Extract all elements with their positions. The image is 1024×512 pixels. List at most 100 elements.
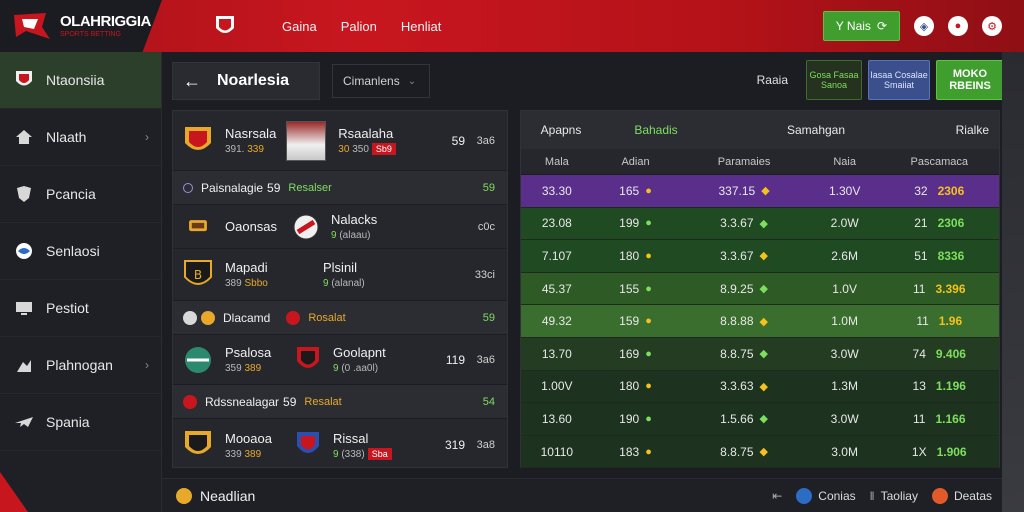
table-row[interactable]: 13.60 190 ● 1.5.66 ◆ 3.0W 11 1.166 <box>521 403 999 436</box>
table-cell[interactable]: 1X 1.906 <box>880 445 1000 459</box>
table-row[interactable]: 7.107 180 ● 3.3.67 ◆ 2.6M 51 8336 <box>521 240 999 273</box>
header-right-text[interactable]: Raaia <box>756 73 788 87</box>
table-cell[interactable]: 1.0V <box>832 281 857 296</box>
odds-value[interactable]: 3a8 <box>476 439 495 451</box>
table-cell[interactable]: 3.0W <box>830 411 859 426</box>
table-cell[interactable]: 3.3.67 ◆ <box>678 216 809 230</box>
table-cell[interactable]: 180 ● <box>593 379 679 393</box>
column-header[interactable]: Paramaies <box>717 155 771 168</box>
table-cell[interactable]: 23.08 <box>541 216 572 231</box>
column-group-header[interactable]: Samahgan <box>786 123 846 137</box>
filter-chip-1[interactable]: Gosa Fasaa Sanoa <box>806 60 862 100</box>
table-cell[interactable]: 49.32 <box>541 314 572 329</box>
settings-icon[interactable]: ⚙ <box>982 16 1002 36</box>
odds-badge[interactable]: Sba <box>367 447 392 460</box>
column-group-header[interactable]: Apapns <box>540 123 582 137</box>
table-cell[interactable]: 1.0M <box>831 314 858 329</box>
category-dropdown[interactable]: Cimanlens ⌄ <box>332 64 430 98</box>
table-cell[interactable]: 3.3.67 ◆ <box>678 249 809 263</box>
back-arrow-icon[interactable]: ← <box>183 70 201 91</box>
odds-highlight[interactable]: 9.406 <box>935 346 966 361</box>
table-cell[interactable]: 165 ● <box>593 184 679 198</box>
column-header[interactable]: Adian <box>621 155 650 168</box>
table-cell[interactable]: 337.15 ◆ <box>678 184 809 198</box>
column-header[interactable]: Mala <box>544 155 569 168</box>
sidebar-item-nlaath[interactable]: Nlaath › <box>0 109 161 166</box>
table-cell[interactable]: 8.8.88 ◆ <box>678 314 809 328</box>
table-row[interactable]: 49.32 159 ● 8.8.88 ◆ 1.0M 11 1.96 <box>521 305 999 338</box>
table-cell[interactable]: 51 8336 <box>880 249 1000 263</box>
more-bets-button[interactable]: MOKO RBEINS <box>936 60 1004 100</box>
odds-highlight[interactable]: 1.166 <box>935 411 966 426</box>
table-cell[interactable]: 190 ● <box>593 412 679 426</box>
table-cell[interactable]: 45.37 <box>541 281 572 296</box>
table-cell[interactable]: 1.30V <box>828 183 861 198</box>
odds-badge[interactable]: Sb9 <box>371 143 396 155</box>
table-cell[interactable]: 2.0W <box>830 216 859 231</box>
sidebar-item-plahnogan[interactable]: Plahnogan › <box>0 337 161 394</box>
odds-highlight[interactable]: 3.396 <box>935 281 966 296</box>
table-cell[interactable]: 180 ● <box>593 249 679 263</box>
table-cell[interactable]: 8.9.25 ◆ <box>678 282 809 296</box>
notification-icon[interactable]: ● <box>948 16 968 36</box>
table-cell[interactable]: 7.107 <box>541 248 572 263</box>
odds-highlight[interactable]: 1.196 <box>935 379 966 394</box>
table-cell[interactable]: 74 9.406 <box>880 347 1000 361</box>
table-cell[interactable]: 32 2306 <box>880 184 1000 198</box>
odds-value[interactable]: 3a6 <box>476 353 495 366</box>
top-nav-item[interactable]: Palion <box>340 18 377 34</box>
table-cell[interactable]: 13 1.196 <box>880 379 1000 393</box>
shield-badge-icon[interactable]: ◈ <box>914 16 934 36</box>
table-cell[interactable]: 13.60 <box>541 411 572 426</box>
table-cell[interactable]: 21 2306 <box>880 216 1000 230</box>
table-cell[interactable]: 169 ● <box>593 347 679 361</box>
column-header[interactable]: Naia <box>833 155 856 168</box>
club-crest-icon[interactable] <box>214 14 236 38</box>
footer-link-conias[interactable]: Conias <box>796 487 856 504</box>
odds-value[interactable]: c0c <box>477 220 495 233</box>
match-row[interactable]: Psalosa 359 389 Goolapnt 9 (0 .aa0l) 119… <box>173 335 507 385</box>
table-cell[interactable]: 1.3M <box>831 379 858 394</box>
table-cell[interactable]: 10110 <box>540 444 574 459</box>
column-group-header[interactable]: Rialke <box>955 123 989 137</box>
table-cell[interactable]: 11 3.396 <box>880 282 1000 296</box>
table-cell[interactable]: 1.00V <box>541 379 573 394</box>
sidebar-item-pestiot[interactable]: Pestiot <box>0 280 161 337</box>
cta-button[interactable]: Y Nais ⟳ <box>822 11 900 41</box>
table-cell[interactable]: 11 1.166 <box>880 412 1000 426</box>
sidebar-item-spania[interactable]: Spania <box>0 394 161 451</box>
table-cell[interactable]: 11 1.96 <box>880 314 1000 328</box>
table-row[interactable]: 45.37 155 ● 8.9.25 ◆ 1.0V 11 3.396 <box>521 272 1000 306</box>
table-row[interactable]: 23.08 199 ● 3.3.67 ◆ 2.0W 21 2306 <box>521 207 1000 241</box>
brand[interactable]: OLAHRIGGIA SPORTS BETTING <box>0 0 162 52</box>
table-cell[interactable]: 2.6M <box>831 248 858 263</box>
table-cell[interactable]: 33.30 <box>541 183 572 198</box>
sidebar-item-ntaonsiia[interactable]: Ntaonsiia <box>0 52 161 109</box>
table-row[interactable]: 1.00V 180 ● 3.3.63 ◆ 1.3M 13 1.196 <box>521 370 1000 404</box>
odds-highlight[interactable]: 1.906 <box>936 444 967 459</box>
sidebar-item-pcancia[interactable]: Pcancia <box>0 166 161 223</box>
odds-highlight[interactable]: 8336 <box>937 248 965 263</box>
match-row[interactable]: Mooaoa 339 389 Rissal 9 (338) Sba 319 3a8 <box>173 419 507 471</box>
table-cell[interactable]: 183 ● <box>593 445 679 459</box>
table-cell[interactable]: 155 ● <box>593 282 679 296</box>
table-row[interactable]: 33.30 165 ● 337.15 ◆ 1.30V 32 2306 <box>521 175 999 208</box>
footer-link-taoliay[interactable]: ‖ Taoliay <box>870 489 918 503</box>
table-cell[interactable]: 13.70 <box>541 346 572 361</box>
filter-chip-2[interactable]: Iasaa Cosalae Smaiiat <box>868 60 930 100</box>
match-row[interactable]: B Mapadi 389 Sbbo Plsinil 9 (alanal) 33c… <box>173 249 507 301</box>
table-cell[interactable]: 8.8.75 ◆ <box>678 445 809 459</box>
league-band[interactable]: Rdssnealagar 59 Resalat 54 <box>173 385 507 419</box>
sidebar-item-senlaosi[interactable]: Senlaosi <box>0 223 161 280</box>
table-cell[interactable]: 1.5.66 ◆ <box>678 412 809 426</box>
table-cell[interactable]: 8.8.75 ◆ <box>678 347 809 361</box>
column-header[interactable]: Pascamaca <box>910 155 968 168</box>
odds-highlight[interactable]: 2306 <box>937 183 965 198</box>
table-cell[interactable]: 3.0W <box>830 346 859 361</box>
export-icon[interactable]: ⇤ <box>772 488 783 503</box>
odds-highlight[interactable]: 2306 <box>937 216 965 231</box>
top-nav-item[interactable]: Gaina <box>282 18 317 34</box>
table-cell[interactable]: 199 ● <box>593 216 679 230</box>
odds-value[interactable]: 3a6 <box>476 134 495 147</box>
table-row[interactable]: 13.70 169 ● 8.8.75 ◆ 3.0W 74 9.406 <box>521 337 1000 371</box>
